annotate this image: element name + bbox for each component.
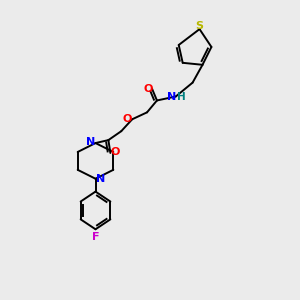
Text: O: O	[143, 84, 153, 94]
Text: S: S	[196, 21, 203, 31]
Text: F: F	[92, 232, 99, 242]
Text: N: N	[167, 92, 176, 101]
Text: N: N	[96, 174, 105, 184]
Text: O: O	[122, 114, 132, 124]
Text: O: O	[111, 147, 120, 157]
Text: H: H	[177, 92, 186, 103]
Text: N: N	[86, 137, 95, 147]
